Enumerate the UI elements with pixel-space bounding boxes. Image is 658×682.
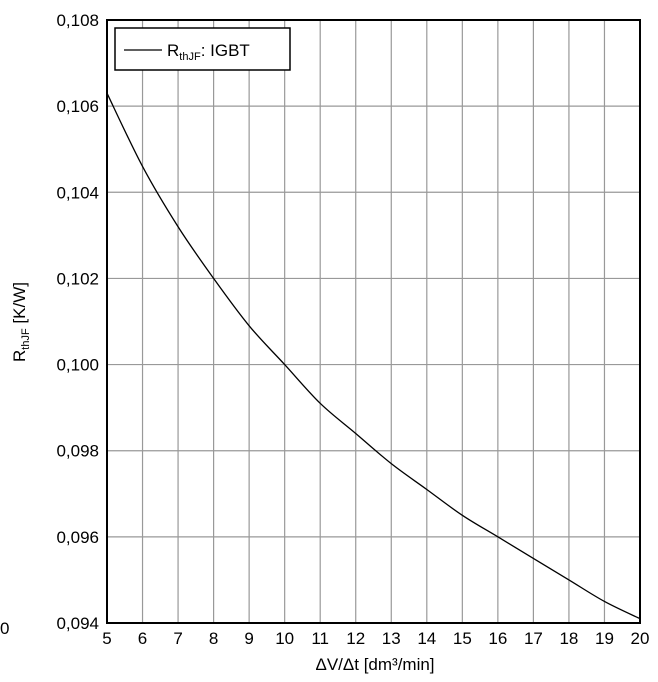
y-tick-label: 0,102: [56, 269, 99, 288]
y-tick-label: 0,108: [56, 11, 99, 30]
x-tick-label: 18: [559, 629, 578, 648]
y-tick-label: 0,100: [56, 356, 99, 375]
grid: [106, 19, 641, 624]
x-tick-label: 14: [417, 629, 436, 648]
x-tick-label: 10: [275, 629, 294, 648]
y-axis-label: RthJF [K/W]: [10, 282, 32, 362]
legend-entry: RthJF: IGBT: [167, 41, 250, 63]
edge-tick-label: 0: [0, 619, 9, 638]
x-tick-label: 15: [453, 629, 472, 648]
y-tick-label: 0,106: [56, 97, 99, 116]
x-tick-label: 8: [209, 629, 218, 648]
x-tick-label: 13: [382, 629, 401, 648]
series-line-rthjf-igbt: [106, 92, 641, 620]
x-axis-label: ΔV/Δt [dm³/min]: [315, 655, 434, 674]
x-tick-label: 6: [138, 629, 147, 648]
y-tick-label: 0,098: [56, 442, 99, 461]
y-tick-label: 0,096: [56, 528, 99, 547]
y-axis-label-main: R: [10, 350, 29, 362]
x-tick-label: 12: [346, 629, 365, 648]
series-group: [106, 92, 641, 620]
y-axis-label-rest: [K/W]: [10, 282, 29, 328]
x-tick-label: 20: [631, 629, 650, 648]
legend: RthJF: IGBT: [114, 27, 291, 71]
y-axis-label-sub: thJF: [20, 328, 32, 350]
legend-entry-sub: thJF: [179, 51, 201, 63]
x-tick-label: 9: [244, 629, 253, 648]
x-tick-label: 17: [524, 629, 543, 648]
x-tick-label: 5: [102, 629, 111, 648]
x-tick-label: 11: [311, 629, 329, 648]
plot-frame: [106, 19, 641, 624]
x-tick-label: 19: [595, 629, 614, 648]
x-tick-label: 7: [173, 629, 182, 648]
y-tick-label: 0,104: [56, 183, 99, 202]
legend-entry-main: R: [167, 41, 179, 60]
y-tick-label: 0,094: [56, 614, 99, 633]
y-tick-labels: 0,094 0,096 0,098 0,100 0,102 0,104 0,106 0,108: [56, 11, 99, 633]
x-tick-labels: 5 6 7 8 9 10 11 12 13 14 15 16 17 18 19 20: [102, 629, 649, 648]
legend-box: [114, 27, 291, 71]
x-tick-label: 16: [488, 629, 507, 648]
legend-entry-rest: : IGBT: [201, 41, 250, 60]
